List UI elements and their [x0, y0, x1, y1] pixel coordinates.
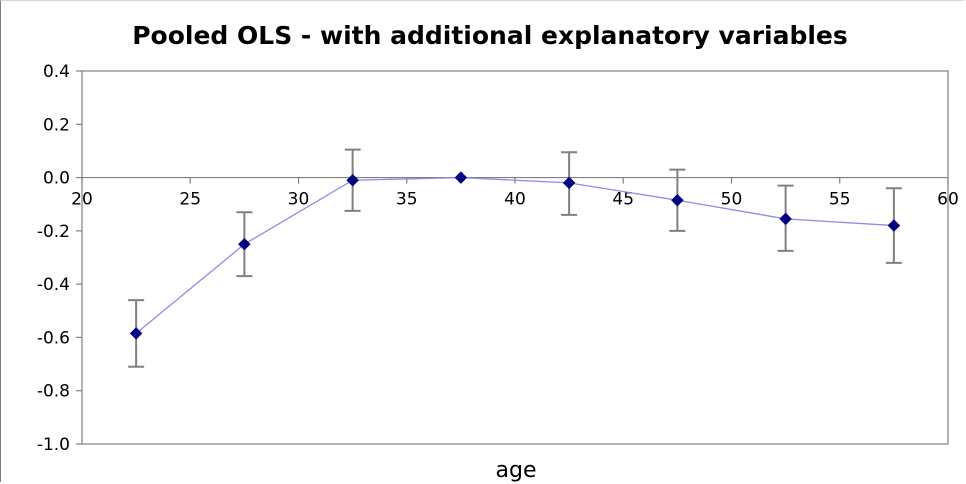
- x-axis: 20 25 30 35 40 45 50 55 60: [71, 176, 959, 210]
- y-tick-label: 0.4: [43, 62, 70, 82]
- y-tick-label: -1.0: [37, 435, 70, 455]
- chart-title: Pooled OLS - with additional explanatory…: [132, 21, 848, 50]
- x-tick-label: 25: [179, 190, 201, 210]
- y-tick-label: 0.0: [43, 169, 70, 189]
- y-axis: 0.4 0.2 0.0 -0.2 -0.4 -0.6 -0.8 -1.0: [37, 62, 82, 455]
- series-line: [135, 176, 894, 334]
- y-tick-label: -0.6: [37, 328, 70, 348]
- data-point: [346, 173, 359, 187]
- x-tick-label: 35: [396, 190, 418, 210]
- data-point: [779, 212, 792, 226]
- y-tick-label: -0.2: [37, 222, 70, 242]
- plot-area: [81, 70, 949, 445]
- x-tick-label: 60: [937, 190, 959, 210]
- x-tick-label: 20: [71, 190, 93, 210]
- data-point: [129, 327, 143, 340]
- x-tick-label: 30: [288, 190, 310, 210]
- x-tick-label: 45: [612, 190, 634, 210]
- data-point: [671, 193, 684, 207]
- data-point: [887, 219, 901, 232]
- y-tick-label: 0.2: [43, 115, 70, 135]
- x-tick-label: 50: [721, 190, 743, 210]
- x-axis-label: age: [496, 458, 537, 483]
- series-group: [128, 148, 902, 368]
- x-tick-label: 40: [504, 190, 526, 210]
- data-point: [562, 176, 576, 190]
- data-point: [454, 171, 468, 184]
- data-point: [238, 237, 251, 251]
- y-tick-label: -0.4: [37, 275, 70, 295]
- x-tick-label: 55: [829, 190, 851, 210]
- y-tick-label: -0.8: [37, 382, 70, 402]
